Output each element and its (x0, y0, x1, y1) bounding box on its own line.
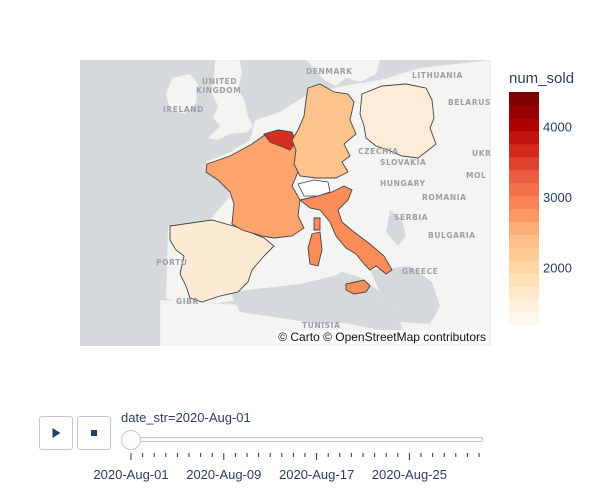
colorbar-title: num_sold (509, 70, 575, 87)
colorbar-ticks: 2000 3000 4000 (543, 119, 572, 275)
map-attribution[interactable]: © Carto © OpenStreetMap contributors (276, 330, 488, 344)
play-icon (52, 428, 61, 438)
region-italy[interactable] (298, 185, 393, 275)
label-slovakia: SLOVAKIA (380, 158, 426, 167)
colorbar-band (509, 312, 539, 326)
basemap-sea (230, 210, 440, 324)
colorbar-band (509, 156, 539, 171)
region-italy-island[interactable] (313, 217, 321, 231)
label-bulgaria: BULGARIA (428, 231, 476, 240)
colorbar-band (509, 195, 539, 209)
label-ireland: IRELAND (163, 105, 204, 114)
region-spain[interactable] (169, 219, 275, 303)
country-labels: UNITED KINGDOM IRELAND DENMARK LITHUANIA… (156, 67, 491, 330)
slider-handle[interactable] (121, 430, 141, 450)
colorbar-band (509, 299, 539, 313)
colorbar-band (509, 221, 539, 235)
label-belarus: BELARUS (448, 98, 491, 107)
label-denmark: DENMARK (306, 67, 353, 76)
region-belgium[interactable] (263, 129, 297, 151)
label-hungary: HUNGARY (380, 179, 426, 188)
colorbar-band (509, 273, 539, 287)
stop-button[interactable] (77, 416, 111, 450)
label-czechia: CZECHIA (358, 147, 399, 156)
colorbar: 2000 3000 4000 (509, 92, 572, 326)
colorbar-band (509, 182, 539, 197)
slider-tick-label[interactable]: 2020-Aug-01 (93, 467, 169, 482)
colorbar-tick-label: 4000 (543, 119, 572, 134)
slider-tick-label[interactable]: 2020-Aug-25 (371, 467, 447, 482)
colorbar-tick-label: 2000 (543, 261, 572, 276)
label-lithuania: LITHUANIA (412, 71, 463, 80)
slider-tick-label[interactable]: 2020-Aug-17 (279, 467, 355, 482)
label-romania: ROMANIA (422, 193, 467, 202)
region-germany[interactable] (291, 83, 357, 179)
colorbar-gradient (509, 92, 539, 326)
colorbar-band (509, 247, 539, 261)
colorbar-tick-label: 3000 (543, 190, 572, 205)
colorbar-band (509, 208, 539, 222)
slider-tick-label[interactable]: 2020-Aug-09 (186, 467, 262, 482)
label-serbia: SERBIA (394, 213, 428, 222)
region-italy-sardinia[interactable] (307, 231, 323, 267)
label-portugal: PORTU (156, 258, 188, 267)
label-ukraine: UKR (472, 149, 491, 158)
colorbar-band (509, 260, 539, 274)
label-tunisia: TUNISIA (302, 321, 340, 330)
map-canvas[interactable]: UNITED KINGDOM IRELAND DENMARK LITHUANIA… (80, 60, 491, 346)
colorbar-band (509, 169, 539, 184)
region-switzerland (297, 179, 331, 197)
colorbar-band (509, 234, 539, 248)
colorbar-band (509, 286, 539, 300)
stop-icon (91, 430, 97, 436)
label-gibraltar: GIBR (176, 297, 199, 306)
colorbar-band (509, 92, 539, 106)
slider-current-value: date_str=2020-Aug-01 (121, 410, 251, 425)
colorbar-band (509, 104, 539, 119)
play-button[interactable] (39, 416, 73, 450)
slider-ticks (130, 453, 480, 460)
slider-rail[interactable] (131, 437, 483, 442)
region-poland[interactable] (359, 83, 437, 159)
label-united-kingdom-2: KINGDOM (196, 86, 241, 95)
label-greece: GREECE (402, 267, 438, 276)
label-moldova: MOL (466, 171, 486, 180)
colorbar-band (509, 117, 539, 132)
colorbar-band (509, 130, 539, 145)
colorbar-band (509, 143, 539, 158)
label-united-kingdom-1: UNITED (202, 77, 237, 86)
region-italy-sicily[interactable] (345, 279, 371, 295)
map[interactable]: UNITED KINGDOM IRELAND DENMARK LITHUANIA… (80, 60, 491, 346)
